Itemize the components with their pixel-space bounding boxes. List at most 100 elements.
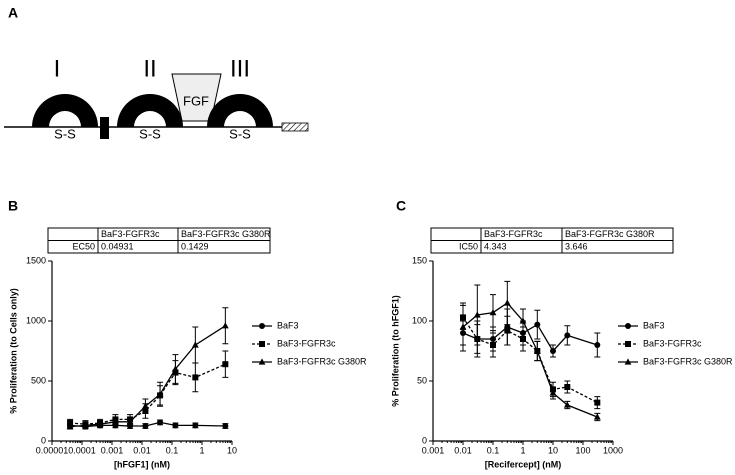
x-tick-label: 1000 [603, 445, 623, 455]
series-line [70, 363, 226, 425]
panel-label: C [396, 198, 406, 214]
marker [519, 317, 527, 324]
y-tick-label: 100 [412, 315, 427, 325]
bond-label: S-S [139, 126, 161, 141]
marker [222, 361, 229, 368]
table-header: BaF3-FGFR3c G380R [181, 229, 271, 239]
marker [564, 332, 571, 339]
marker [503, 299, 511, 306]
table-header: BaF3-FGFR3c G380R [565, 229, 655, 239]
marker [594, 399, 601, 406]
marker [594, 342, 601, 348]
bond-label: S-S [229, 126, 251, 141]
marker [126, 418, 134, 425]
legend-marker [625, 341, 631, 347]
acid-box [100, 117, 109, 139]
x-tick-label: 0.01 [454, 445, 472, 455]
x-tick-label: 0.01 [133, 445, 151, 455]
domain-label: II [143, 55, 156, 82]
marker [96, 420, 104, 427]
legend-marker [624, 358, 632, 365]
x-tick-label: 1 [199, 445, 204, 455]
marker [142, 423, 149, 429]
marker [112, 418, 119, 425]
table-header: BaF3-FGFR3c [101, 229, 160, 239]
marker [172, 365, 179, 372]
marker [157, 419, 164, 426]
y-tick-label: 0 [422, 435, 427, 445]
x-axis-label: [hFGF1] (nM) [114, 459, 170, 469]
series-line [462, 323, 598, 353]
marker [564, 384, 571, 390]
panel-label: B [8, 198, 18, 214]
domain-arch [32, 94, 98, 127]
legend-label: BaF3-FGFR3c [277, 338, 336, 348]
x-tick-label: 10 [227, 445, 237, 455]
marker [221, 322, 229, 329]
x-tick-label: 10 [548, 445, 558, 455]
series-line [462, 317, 598, 404]
series-line [462, 302, 598, 418]
legend-marker [258, 358, 266, 365]
domain-arch [207, 94, 273, 127]
legend-label: BaF3 [643, 320, 665, 330]
legend-label: BaF3-FGFR3c [643, 338, 702, 348]
x-tick-label: 1 [520, 445, 525, 455]
series-line [70, 325, 226, 428]
bond-label: S-S [54, 126, 76, 141]
marker [504, 327, 511, 334]
x-tick-label: 100 [575, 445, 590, 455]
marker [549, 389, 557, 396]
x-tick-label: 0.00001 [36, 445, 69, 455]
domain-label: I [54, 55, 61, 82]
table-cell: EC50 [72, 242, 95, 252]
marker [520, 336, 526, 342]
legend-marker [625, 323, 631, 329]
marker [172, 422, 179, 429]
x-tick-label: 0.0001 [68, 445, 96, 455]
marker [191, 341, 199, 348]
marker [489, 309, 497, 316]
legend-label: BaF3 [277, 320, 299, 330]
chart: B BaF3-FGFR3c BaF3-FGFR3c G380R EC50 0.04931… [8, 198, 367, 470]
y-tick-label: 50 [417, 375, 427, 385]
chart: C BaF3-FGFR3c BaF3-FGFR3c G380R IC50 4.343 3.… [390, 198, 733, 470]
panel-a: A I II III FGF S-S S-S S-S [4, 5, 309, 141]
series-line [70, 421, 226, 428]
domain-label: III [230, 55, 250, 82]
ligand-label: FGF [183, 93, 209, 108]
marker [534, 321, 541, 328]
marker [550, 348, 556, 354]
legend-marker [259, 341, 265, 347]
legend-label: BaF3-FGFR3c G380R [277, 356, 367, 366]
marker [533, 347, 541, 354]
table-cell: 0.04931 [101, 242, 134, 252]
marker [593, 413, 601, 420]
table-cell: 3.646 [565, 242, 588, 252]
table-header: BaF3-FGFR3c [484, 229, 543, 239]
y-axis-label: % Proliferation (to hFGF1) [390, 295, 400, 407]
marker [66, 423, 74, 430]
y-tick-label: 1000 [26, 315, 46, 325]
table-cell: 0.1429 [181, 242, 209, 252]
marker [459, 323, 467, 330]
marker [473, 311, 481, 318]
domain-arch [117, 94, 183, 127]
tail [281, 122, 309, 132]
table-cell: IC50 [459, 242, 478, 252]
y-axis-label: % Proliferation (to Cells only) [8, 288, 18, 414]
y-tick-label: 500 [31, 375, 46, 385]
legend-marker [259, 323, 265, 329]
y-tick-label: 1500 [26, 255, 46, 265]
table-cell: 4.343 [484, 242, 507, 252]
x-tick-label: 0.001 [101, 445, 124, 455]
marker [192, 374, 199, 381]
marker [222, 423, 229, 429]
legend-label: BaF3-FGFR3c G380R [643, 356, 733, 366]
panel-label: A [8, 5, 18, 21]
y-tick-label: 150 [412, 255, 427, 265]
marker [192, 422, 199, 429]
x-tick-label: 0.1 [166, 445, 179, 455]
x-tick-label: 0.001 [422, 445, 445, 455]
